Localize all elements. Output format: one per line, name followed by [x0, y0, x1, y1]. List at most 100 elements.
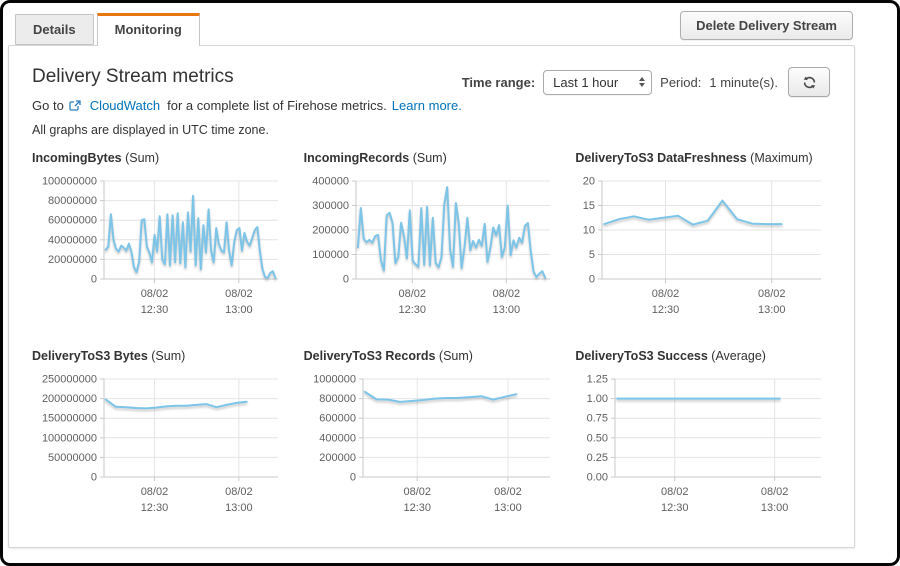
- page-title: Delivery Stream metrics: [32, 66, 234, 87]
- svg-text:08/02: 08/02: [761, 486, 789, 498]
- metric-line-delivery-to-s3-records: [363, 390, 517, 403]
- refresh-icon: [802, 75, 817, 90]
- svg-text:08/02: 08/02: [403, 486, 431, 498]
- chart-canvas-delivery-to-s3-data-freshness: 0 5 10 15 20 08/02 12:30 08/02 13:00: [583, 176, 822, 316]
- svg-text:100000000: 100000000: [42, 432, 97, 444]
- svg-text:13:00: 13:00: [225, 502, 253, 514]
- chart-canvas-delivery-to-s3-records: 0 200000 400000 600000 800000 1000000 08/02 12:…: [313, 374, 550, 514]
- metric-line-delivery-to-s3-bytes: [104, 398, 248, 410]
- chart-delivery-to-s3-bytes: DeliveryToS3 Bytes (Sum) 0 50000000 1000000…: [32, 349, 288, 521]
- svg-text:12:30: 12:30: [403, 502, 431, 514]
- svg-text:13:00: 13:00: [494, 502, 522, 514]
- chart-canvas-incoming-bytes: 0 20000000 40000000 60000000 80000000 1000000…: [42, 176, 278, 316]
- svg-text:50000000: 50000000: [48, 452, 97, 464]
- metric-line-delivery-to-s3-data-freshness: [603, 199, 783, 226]
- svg-text:08/02: 08/02: [141, 288, 169, 300]
- chart-title-delivery-to-s3-success: DeliveryToS3 Success (Average): [575, 349, 766, 363]
- svg-text:08/02: 08/02: [225, 288, 253, 300]
- chart-canvas-delivery-to-s3-success: 0.00 0.25 0.50 0.75 1.00 1.25 08/02 12:30 08/02 1…: [587, 374, 822, 514]
- svg-text:250000000: 250000000: [42, 374, 97, 386]
- svg-text:13:00: 13:00: [761, 502, 789, 514]
- svg-text:5: 5: [589, 249, 595, 261]
- learn-more-link[interactable]: Learn more.: [391, 98, 462, 113]
- svg-text:60000000: 60000000: [48, 215, 97, 227]
- svg-text:200000: 200000: [312, 225, 349, 237]
- svg-text:40000000: 40000000: [48, 234, 97, 246]
- svg-text:1.25: 1.25: [587, 374, 608, 386]
- goto-prefix: Go to: [32, 98, 64, 113]
- svg-text:08/02: 08/02: [141, 486, 169, 498]
- tab-details[interactable]: Details: [15, 14, 94, 45]
- svg-text:0: 0: [589, 274, 595, 286]
- svg-text:12:30: 12:30: [141, 304, 169, 316]
- svg-text:08/02: 08/02: [758, 288, 786, 300]
- svg-text:0: 0: [91, 274, 97, 286]
- svg-text:08/02: 08/02: [661, 486, 689, 498]
- svg-text:08/02: 08/02: [494, 486, 522, 498]
- svg-text:400000: 400000: [319, 432, 356, 444]
- svg-text:08/02: 08/02: [492, 288, 520, 300]
- chart-delivery-to-s3-records: DeliveryToS3 Records (Sum) 0 200000 400000 6…: [304, 349, 560, 521]
- metrics-controls: Time range: Last 1 hour Period: 1 minute…: [462, 67, 830, 97]
- chart-title-incoming-bytes: IncomingBytes (Sum): [32, 151, 160, 165]
- charts-grid: IncomingBytes (Sum) 0 20000000 40000000 6000…: [32, 151, 831, 521]
- time-range-label: Time range:: [461, 74, 536, 90]
- chart-title-delivery-to-s3-bytes: DeliveryToS3 Bytes (Sum): [32, 349, 186, 363]
- chart-canvas-delivery-to-s3-bytes: 0 50000000 100000000 150000000 200000000 2500…: [42, 374, 278, 514]
- chart-incoming-records: IncomingRecords (Sum) 0 100000 200000 300000…: [304, 151, 560, 323]
- top-bar: Details Monitoring Delete Delivery Strea…: [3, 11, 897, 46]
- svg-text:0: 0: [343, 274, 349, 286]
- svg-text:1.00: 1.00: [587, 393, 608, 405]
- refresh-button[interactable]: [788, 67, 830, 97]
- svg-text:10: 10: [583, 225, 595, 237]
- svg-text:1000000: 1000000: [313, 374, 356, 386]
- svg-text:0.00: 0.00: [587, 472, 608, 484]
- period-value: 1 minute(s).: [709, 74, 778, 90]
- chart-delivery-to-s3-data-freshness: DeliveryToS3 DataFreshness (Maximum) 0 5 10…: [575, 151, 831, 323]
- cloudwatch-link[interactable]: CloudWatch: [89, 98, 161, 113]
- chart-delivery-to-s3-success: DeliveryToS3 Success (Average) 0.00 0.25 0.…: [575, 349, 831, 521]
- time-range-select[interactable]: Last 1 hour: [543, 69, 653, 95]
- svg-text:08/02: 08/02: [225, 486, 253, 498]
- cloudwatch-note: Go to CloudWatch for a complete list of …: [32, 98, 831, 113]
- svg-text:150000000: 150000000: [42, 413, 97, 425]
- chart-title-delivery-to-s3-data-freshness: DeliveryToS3 DataFreshness (Maximum): [575, 151, 813, 165]
- svg-text:0.75: 0.75: [587, 413, 608, 425]
- svg-text:80000000: 80000000: [48, 195, 97, 207]
- external-link-icon: [69, 100, 81, 112]
- chart-title-incoming-records: IncomingRecords (Sum): [303, 151, 447, 165]
- chart-incoming-bytes: IncomingBytes (Sum) 0 20000000 40000000 6000…: [32, 151, 288, 323]
- period-label: Period:: [660, 74, 702, 90]
- select-stepper-icon: [639, 77, 646, 87]
- utc-note: All graphs are displayed in UTC time zon…: [32, 123, 269, 137]
- svg-text:20000000: 20000000: [48, 254, 97, 266]
- svg-text:800000: 800000: [319, 393, 356, 405]
- svg-text:15: 15: [583, 200, 595, 212]
- svg-text:12:30: 12:30: [652, 304, 680, 316]
- tab-bar: Details Monitoring: [15, 13, 203, 46]
- svg-text:12:30: 12:30: [141, 502, 169, 514]
- time-range-value: Last 1 hour: [553, 74, 619, 90]
- svg-text:13:00: 13:00: [758, 304, 786, 316]
- svg-text:12:30: 12:30: [661, 502, 689, 514]
- svg-text:400000: 400000: [312, 176, 349, 188]
- monitoring-panel: Delivery Stream metrics Go to CloudWatch…: [8, 45, 855, 548]
- goto-suffix: for a complete list of Firehose metrics.: [167, 98, 387, 113]
- svg-text:100000000: 100000000: [42, 176, 97, 188]
- svg-text:08/02: 08/02: [398, 288, 426, 300]
- metric-line-incoming-records: [356, 186, 546, 279]
- svg-text:20: 20: [583, 176, 595, 188]
- svg-text:200000: 200000: [319, 452, 356, 464]
- svg-text:0: 0: [91, 472, 97, 484]
- tab-monitoring[interactable]: Monitoring: [96, 13, 200, 46]
- svg-text:600000: 600000: [319, 413, 356, 425]
- delete-delivery-stream-button[interactable]: Delete Delivery Stream: [680, 11, 853, 40]
- svg-text:13:00: 13:00: [492, 304, 520, 316]
- svg-text:0.25: 0.25: [587, 452, 608, 464]
- svg-text:12:30: 12:30: [398, 304, 426, 316]
- svg-text:0: 0: [350, 472, 356, 484]
- svg-text:08/02: 08/02: [652, 288, 680, 300]
- svg-text:200000000: 200000000: [42, 393, 97, 405]
- svg-text:300000: 300000: [312, 200, 349, 212]
